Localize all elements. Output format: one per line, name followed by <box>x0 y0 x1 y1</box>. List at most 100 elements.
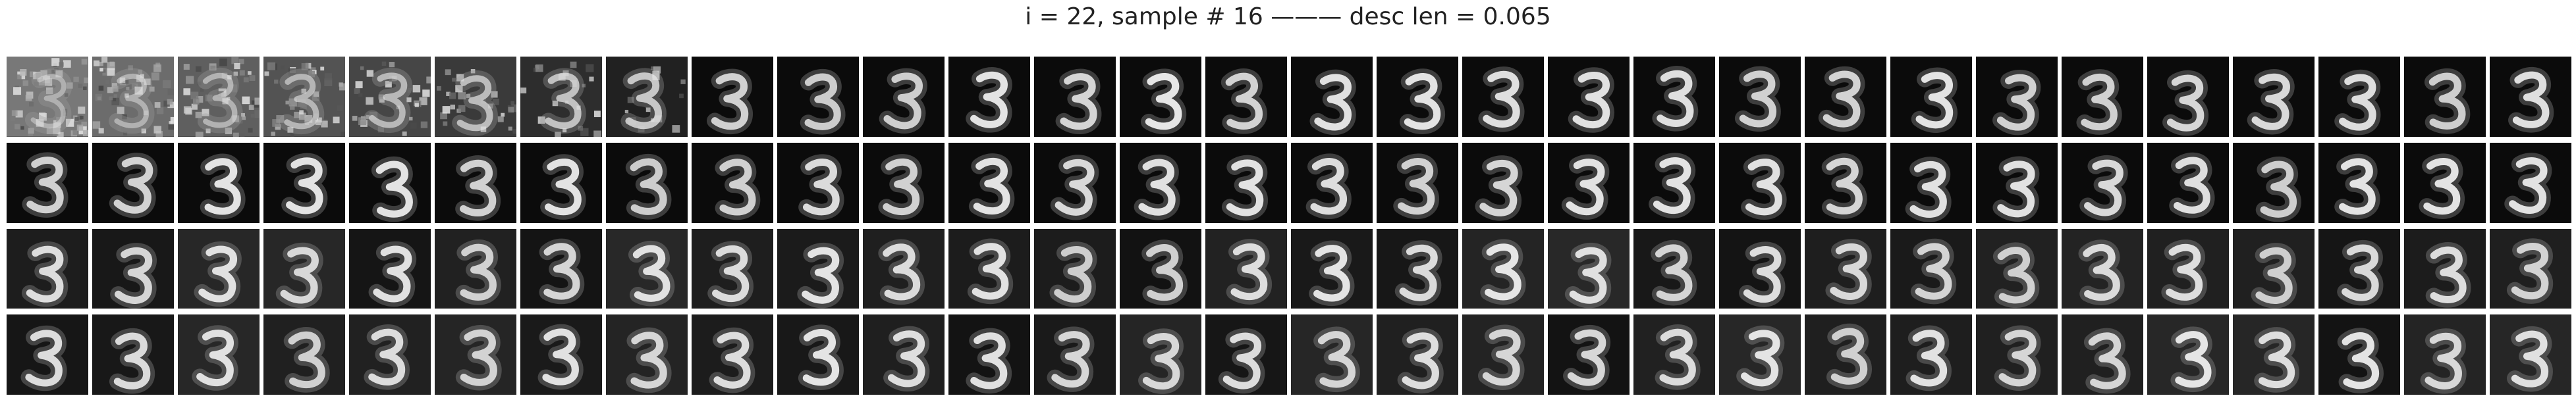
sample-image-r1-c9 <box>692 57 773 137</box>
sample-image-r4-c11 <box>863 314 945 395</box>
sample-image-r1-c18 <box>1462 57 1544 137</box>
sample-image-r3-c15 <box>1205 228 1287 309</box>
sample-image-r2-c15 <box>1205 142 1287 223</box>
sample-image-r3-c11 <box>863 228 945 309</box>
sample-image-r4-c16 <box>1291 314 1373 395</box>
sample-image-r2-c10 <box>777 142 859 223</box>
sample-image-r2-c12 <box>948 142 1030 223</box>
sample-image-r2-c30 <box>2490 142 2571 223</box>
sample-image-r4-c14 <box>1120 314 1201 395</box>
sample-image-r4-c8 <box>606 314 688 395</box>
sample-image-r1-c24 <box>1976 57 2058 137</box>
sample-image-r3-c6 <box>435 228 516 309</box>
sample-image-r2-c2 <box>92 142 174 223</box>
sample-image-r3-c1 <box>7 228 88 309</box>
sample-image-r2-c17 <box>1377 142 1458 223</box>
sample-image-r1-c8 <box>606 57 688 137</box>
sample-image-r2-c6 <box>435 142 516 223</box>
sample-image-r3-c27 <box>2233 228 2315 309</box>
sample-image-r2-c4 <box>263 142 345 223</box>
sample-image-r2-c3 <box>178 142 260 223</box>
sample-image-r4-c7 <box>520 314 602 395</box>
sample-image-r4-c13 <box>1034 314 1116 395</box>
sample-image-r3-c9 <box>692 228 773 309</box>
sample-image-r4-c3 <box>178 314 260 395</box>
sample-image-r3-c22 <box>1805 228 1886 309</box>
sample-image-r2-c26 <box>2147 142 2229 223</box>
sample-image-r4-c4 <box>263 314 345 395</box>
sample-image-r4-c2 <box>92 314 174 395</box>
sample-image-r4-c21 <box>1719 314 1801 395</box>
sample-image-r3-c5 <box>349 228 431 309</box>
sample-image-r1-c22 <box>1805 57 1886 137</box>
sample-image-r3-c17 <box>1377 228 1458 309</box>
sample-image-r2-c7 <box>520 142 602 223</box>
sample-image-r4-c28 <box>2318 314 2400 395</box>
sample-image-r3-c8 <box>606 228 688 309</box>
sample-image-r1-c2 <box>92 57 174 137</box>
sample-image-r1-c28 <box>2318 57 2400 137</box>
sample-image-r2-c28 <box>2318 142 2400 223</box>
sample-image-r3-c30 <box>2490 228 2571 309</box>
sample-image-r3-c2 <box>92 228 174 309</box>
sample-image-grid <box>7 57 2571 395</box>
sample-image-r2-c25 <box>2062 142 2143 223</box>
sample-image-r1-c23 <box>1890 57 1972 137</box>
sample-image-r2-c19 <box>1548 142 1630 223</box>
sample-image-r1-c5 <box>349 57 431 137</box>
sample-image-r4-c5 <box>349 314 431 395</box>
sample-image-r1-c6 <box>435 57 516 137</box>
sample-image-r1-c15 <box>1205 57 1287 137</box>
sample-image-r3-c7 <box>520 228 602 309</box>
sample-image-r4-c29 <box>2404 314 2486 395</box>
sample-image-r1-c21 <box>1719 57 1801 137</box>
sample-image-r1-c13 <box>1034 57 1116 137</box>
sample-image-r3-c4 <box>263 228 345 309</box>
sample-image-r2-c27 <box>2233 142 2315 223</box>
sample-image-r3-c10 <box>777 228 859 309</box>
sample-image-r4-c17 <box>1377 314 1458 395</box>
sample-image-r2-c14 <box>1120 142 1201 223</box>
sample-image-r1-c26 <box>2147 57 2229 137</box>
sample-image-r1-c3 <box>178 57 260 137</box>
sample-image-r1-c12 <box>948 57 1030 137</box>
sample-image-r1-c1 <box>7 57 88 137</box>
sample-image-r3-c29 <box>2404 228 2486 309</box>
sample-image-r2-c23 <box>1890 142 1972 223</box>
sample-image-r2-c16 <box>1291 142 1373 223</box>
sample-image-r4-c9 <box>692 314 773 395</box>
sample-image-r4-c30 <box>2490 314 2571 395</box>
sample-image-r3-c16 <box>1291 228 1373 309</box>
sample-image-r2-c21 <box>1719 142 1801 223</box>
sample-image-r4-c18 <box>1462 314 1544 395</box>
sample-image-r3-c20 <box>1633 228 1715 309</box>
sample-image-r3-c18 <box>1462 228 1544 309</box>
sample-image-r4-c23 <box>1890 314 1972 395</box>
sample-image-r2-c20 <box>1633 142 1715 223</box>
sample-image-r2-c13 <box>1034 142 1116 223</box>
sample-image-r2-c29 <box>2404 142 2486 223</box>
sample-image-r3-c23 <box>1890 228 1972 309</box>
sample-image-r1-c11 <box>863 57 945 137</box>
sample-image-r4-c1 <box>7 314 88 395</box>
sample-image-r2-c22 <box>1805 142 1886 223</box>
sample-image-r1-c25 <box>2062 57 2143 137</box>
sample-image-r3-c13 <box>1034 228 1116 309</box>
sample-image-r4-c25 <box>2062 314 2143 395</box>
sample-image-r4-c22 <box>1805 314 1886 395</box>
sample-image-r3-c12 <box>948 228 1030 309</box>
sample-image-r1-c16 <box>1291 57 1373 137</box>
sample-image-r1-c17 <box>1377 57 1458 137</box>
sample-image-r1-c10 <box>777 57 859 137</box>
sample-image-r3-c25 <box>2062 228 2143 309</box>
sample-image-r3-c28 <box>2318 228 2400 309</box>
sample-image-r3-c26 <box>2147 228 2229 309</box>
sample-image-r4-c20 <box>1633 314 1715 395</box>
sample-image-r4-c15 <box>1205 314 1287 395</box>
sample-image-r4-c6 <box>435 314 516 395</box>
sample-image-r2-c24 <box>1976 142 2058 223</box>
sample-image-r4-c19 <box>1548 314 1630 395</box>
sample-image-r2-c8 <box>606 142 688 223</box>
sample-image-r1-c4 <box>263 57 345 137</box>
sample-image-r1-c19 <box>1548 57 1630 137</box>
